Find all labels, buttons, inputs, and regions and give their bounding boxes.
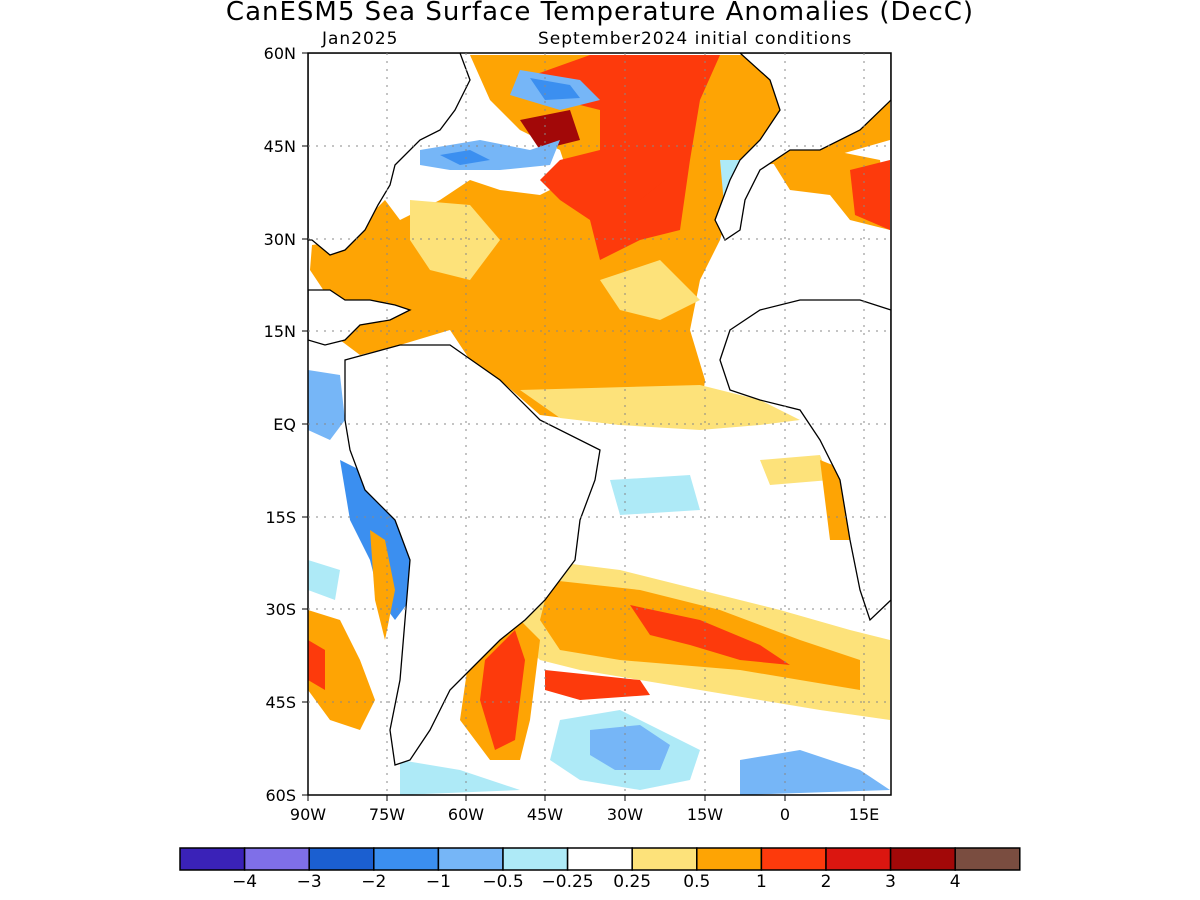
colorbar-box-1 [243,847,310,871]
colorbar [179,847,1021,871]
lat-label-15n: 15N [263,322,296,341]
lon-label-60w: 60W [447,805,485,824]
colorbar-box-4 [437,847,504,871]
lat-label-45s: 45S [265,693,296,712]
colorbar-label: −2 [361,872,387,892]
colorbar-label: 3 [885,872,896,892]
map-title: CanESM5 Sea Surface Temperature Anomalie… [225,0,975,27]
lon-label-15w: 15W [686,805,724,824]
colorbar-label: −3 [296,872,322,892]
lon-label-75w: 75W [368,805,406,824]
lon-label-0: 0 [779,805,791,824]
lon-label-45w: 45W [526,805,564,824]
colorbar-box-7 [631,847,698,871]
forecast-month: Jan2025 [322,29,399,49]
colorbar-label: 0.25 [613,872,652,892]
initial-conditions: September2024 initial conditions [538,29,853,49]
colorbar-box-10 [825,847,892,871]
colorbar-label: 1 [755,872,767,892]
lat-label-15s: 15S [265,508,296,527]
lat-label-30s: 30S [265,600,296,619]
colorbar-box-3 [373,847,440,871]
colorbar-label: 4 [949,872,961,892]
lat-label-60n: 60N [263,44,296,63]
lat-label-60s: 60S [265,786,296,805]
colorbar-label: −0.5 [482,872,524,892]
lat-label-30n: 30N [263,230,296,249]
colorbar-label: −1 [425,872,451,892]
colorbar-box-8 [696,847,763,871]
colorbar-label: −4 [232,872,258,892]
lon-label-30w: 30W [606,805,644,824]
colorbar-box-12 [954,847,1021,871]
lon-label-15e: 15E [848,805,880,824]
axis-ticks [302,52,865,801]
colorbar-box-0 [179,847,246,871]
colorbar-label: 2 [820,872,832,892]
anomaly-field [308,53,891,795]
colorbar-box-5 [502,847,569,871]
colorbar-box-9 [760,847,827,871]
lat-label-45n: 45N [263,137,296,156]
graticule [308,53,891,795]
colorbar-label: 0.5 [683,872,711,892]
colorbar-label: −0.25 [541,872,594,892]
colorbar-box-11 [889,847,956,871]
land-outline [308,53,891,766]
colorbar-box-6 [566,847,633,871]
lon-label-90w: 90W [289,805,327,824]
colorbar-box-2 [308,847,375,871]
lat-label-eq: EQ [273,415,296,434]
